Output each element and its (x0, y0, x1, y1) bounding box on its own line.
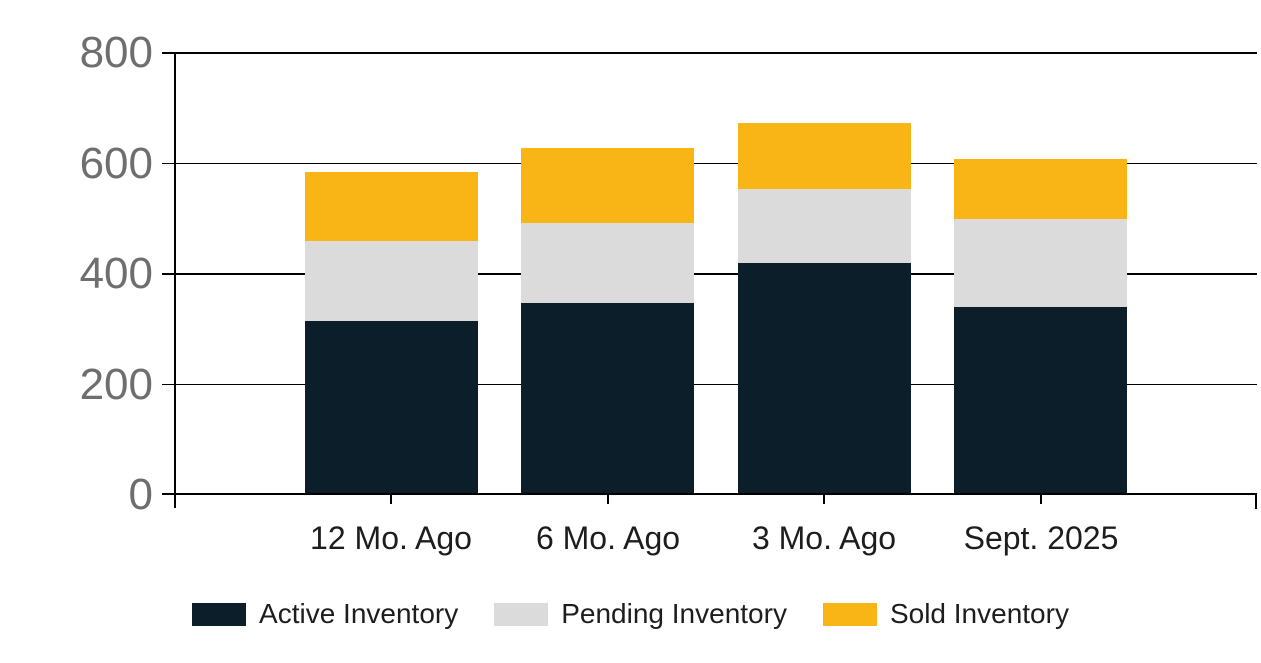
x-axis-tick-right-edge (1255, 495, 1257, 509)
bar-3-mo-ago (737, 123, 911, 495)
x-axis-tick-2 (606, 495, 609, 504)
bar-segment-active-inventory (521, 302, 695, 495)
legend-label-pending-inventory: Pending Inventory (561, 598, 787, 629)
y-axis-label-600: 600 (79, 138, 153, 188)
y-axis-label-800: 800 (79, 28, 153, 77)
x-axis-label-12-mo-ago: 12 Mo. Ago (310, 520, 472, 556)
bar-segment-pending-inventory (737, 188, 911, 263)
chart-legend: Active Inventory Pending Inventory Sold … (0, 599, 1261, 629)
x-axis-label-sept-2025: Sept. 2025 (963, 520, 1119, 556)
bar-segment-pending-inventory (954, 218, 1128, 308)
bar-segment-sold-inventory (737, 123, 911, 189)
legend-label-active-inventory: Active Inventory (259, 598, 459, 629)
bar-segment-active-inventory (304, 320, 478, 495)
y-axis-line (174, 53, 176, 508)
bar-6-mo-ago (521, 148, 695, 495)
bar-sept-2025 (954, 159, 1128, 495)
bar-12-mo-ago (304, 171, 478, 495)
legend-swatch-sold-inventory (822, 602, 877, 626)
bar-segment-sold-inventory (954, 159, 1128, 219)
legend-swatch-pending-inventory (494, 602, 549, 626)
grid-line-600 (162, 162, 1257, 165)
legend-item-pending-inventory: Pending Inventory (494, 599, 787, 629)
x-axis-tick-3 (823, 495, 826, 504)
legend-swatch-active-inventory (192, 602, 247, 626)
plot-area (162, 52, 1257, 509)
y-axis-label-200: 200 (79, 359, 153, 409)
bar-segment-pending-inventory (304, 240, 478, 321)
grid-line-400 (162, 273, 1257, 275)
bar-segment-pending-inventory (521, 223, 695, 303)
y-axis-label-0: 0 (128, 470, 153, 519)
bar-segment-active-inventory (737, 262, 911, 495)
legend-item-sold-inventory: Sold Inventory (822, 598, 1069, 629)
grid-line-0 (162, 493, 1257, 495)
x-axis-tick-1 (390, 495, 393, 504)
bar-segment-sold-inventory (304, 171, 478, 241)
x-axis-tick-4 (1039, 495, 1042, 504)
grid-line-200 (162, 383, 1257, 386)
legend-label-sold-inventory: Sold Inventory (889, 598, 1069, 629)
grid-line-800 (162, 52, 1257, 54)
legend-item-active-inventory: Active Inventory (192, 599, 458, 629)
y-axis-label-400: 400 (79, 249, 153, 298)
bar-segment-sold-inventory (521, 148, 695, 224)
x-axis-label-6-mo-ago: 6 Mo. Ago (535, 520, 681, 556)
x-axis-label-3-mo-ago: 3 Mo. Ago (751, 520, 897, 556)
bar-segment-active-inventory (954, 307, 1128, 495)
